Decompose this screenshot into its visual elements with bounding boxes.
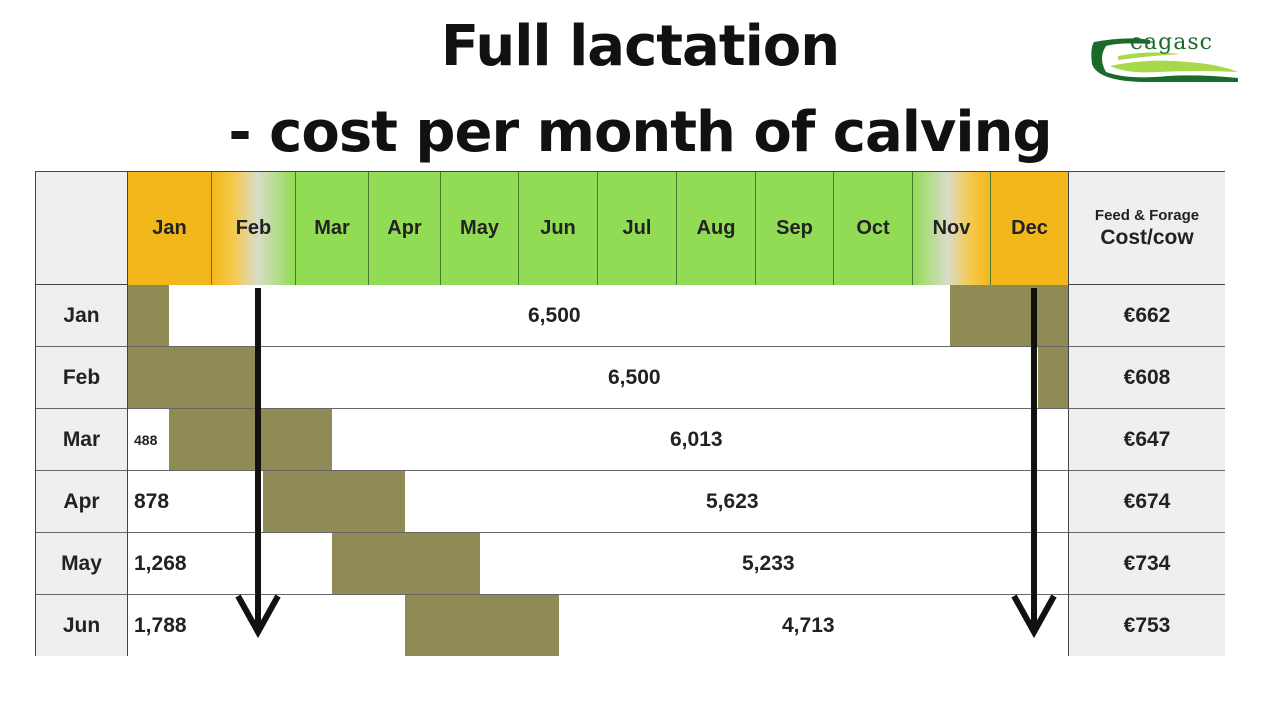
- title-line-2: - cost per month of calving: [228, 100, 1052, 165]
- row-value-may: 5,233: [742, 551, 795, 575]
- row-cost-feb: €608: [1068, 347, 1225, 409]
- down-arrow-right: [1011, 288, 1057, 639]
- teagasc-logo: [1091, 38, 1238, 82]
- row-value-apr: 5,623: [706, 489, 759, 513]
- dry-period-bar: [405, 595, 559, 656]
- dry-period-bar: [169, 409, 332, 470]
- title-line-1: Full lactation: [440, 14, 840, 79]
- month-header-dec: Dec: [991, 172, 1068, 285]
- logo-text: eagasc: [1130, 30, 1213, 55]
- row-body-may: 1,268 5,233: [128, 533, 1068, 595]
- row-label-apr: Apr: [36, 471, 128, 533]
- row-left-value-jun: 1,788: [134, 613, 187, 637]
- row-cost-may: €734: [1068, 533, 1225, 595]
- row-left-value-may: 1,268: [134, 551, 187, 575]
- row-label-jun: Jun: [36, 595, 128, 656]
- month-header-nov: Nov: [913, 172, 991, 285]
- cost-header-sub: Feed & Forage: [1094, 206, 1200, 224]
- dry-period-bar: [1038, 347, 1068, 408]
- arrow-overlay: [235, 288, 1057, 639]
- cost-header-main: Cost/cow: [1100, 225, 1194, 249]
- dry-period-bar: [950, 285, 1068, 346]
- dry-period-bar: [128, 347, 256, 408]
- month-header-mar: Mar: [296, 172, 369, 285]
- month-header-jul: Jul: [598, 172, 677, 285]
- month-header-aug: Aug: [677, 172, 756, 285]
- row-value-mar: 6,013: [670, 427, 723, 451]
- header-corner: [36, 172, 128, 285]
- row-value-feb: 6,500: [608, 365, 661, 389]
- down-arrow-left: [235, 288, 281, 639]
- row-left-value-mar: 488: [134, 431, 158, 448]
- row-body-jun: 1,788 4,713: [128, 595, 1068, 656]
- row-left-value-apr: 878: [134, 489, 170, 513]
- month-header-jun: Jun: [519, 172, 598, 285]
- month-header-sep: Sep: [756, 172, 834, 285]
- dry-period-bar: [263, 471, 405, 532]
- calving-cost-table: Jan Feb Mar Apr May Jun Jul Aug Sep Oct …: [35, 171, 1225, 656]
- cost-header: Feed & Forage Cost/cow: [1068, 172, 1225, 285]
- row-cost-jan: €662: [1068, 285, 1225, 347]
- row-body-apr: 878 5,623: [128, 471, 1068, 533]
- row-cost-apr: €674: [1068, 471, 1225, 533]
- row-label-jan: Jan: [36, 285, 128, 347]
- month-header-oct: Oct: [834, 172, 913, 285]
- row-cost-mar: €647: [1068, 409, 1225, 471]
- month-header-may: May: [441, 172, 519, 285]
- row-label-may: May: [36, 533, 128, 595]
- row-label-feb: Feb: [36, 347, 128, 409]
- row-label-mar: Mar: [36, 409, 128, 471]
- month-header-jan: Jan: [128, 172, 212, 285]
- row-body-jan: 6,500: [128, 285, 1068, 347]
- row-cost-jun: €753: [1068, 595, 1225, 656]
- month-header-apr: Apr: [369, 172, 441, 285]
- month-header-feb: Feb: [212, 172, 296, 285]
- row-body-feb: 6,500: [128, 347, 1068, 409]
- dry-period-bar: [332, 533, 480, 594]
- row-value-jan: 6,500: [528, 303, 581, 327]
- row-body-mar: 488 6,013: [128, 409, 1068, 471]
- dry-period-bar: [128, 285, 169, 346]
- row-value-jun: 4,713: [782, 613, 835, 637]
